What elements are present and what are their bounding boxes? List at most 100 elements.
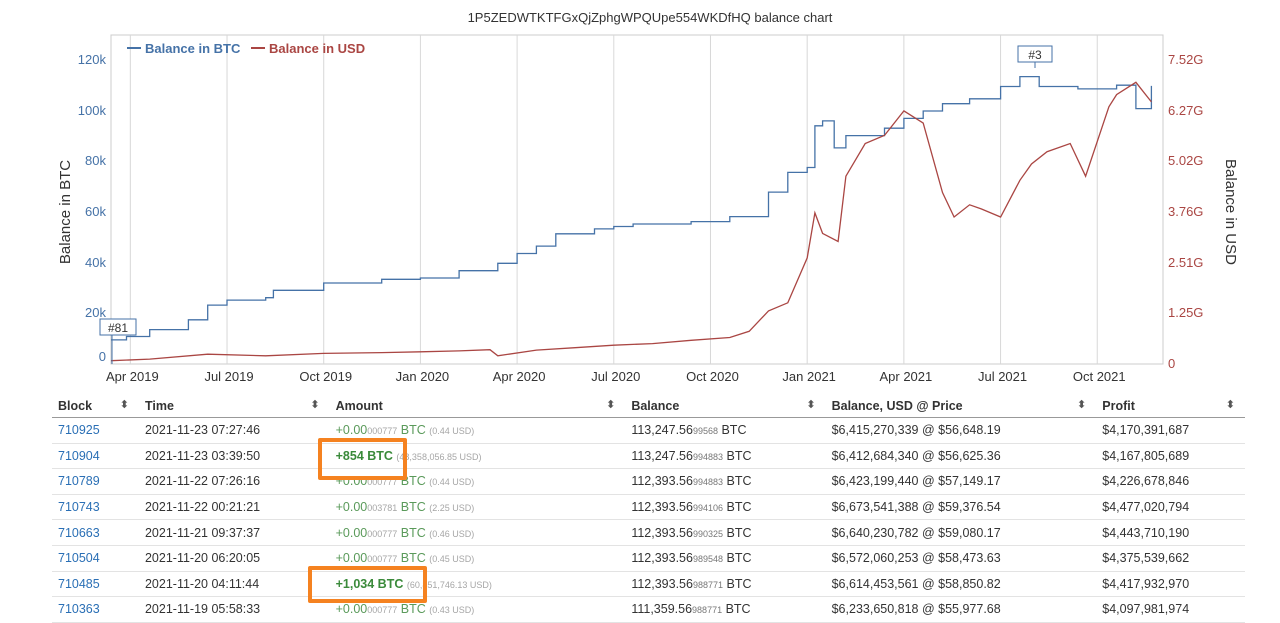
chart-grid [110, 34, 1164, 365]
amount-small-digits: 000777 [367, 528, 398, 539]
plot-area-frame [110, 34, 1164, 365]
profit-cell: $4,417,932,970 [1096, 571, 1245, 598]
time-value: 2021-11-20 04:11:44 [144, 576, 260, 591]
balance-usd-price: $6,572,060,253 @ $58,473.63 [831, 551, 1001, 566]
x-tick-label: Apr 2020 [493, 369, 546, 384]
x-tick-label: Oct 2020 [686, 369, 739, 384]
highlight-box-854 [318, 438, 407, 480]
block-cell: 710504 [52, 545, 139, 572]
balance-usd-price: $6,614,453,561 @ $58,850.82 [831, 576, 1001, 591]
sort-icon[interactable]: ⬍ [606, 399, 616, 411]
y2-tick-label: 3.76G [1168, 204, 1203, 219]
x-tick-label: Jul 2020 [591, 369, 640, 384]
block-cell: 710485 [52, 571, 139, 598]
amount-small-digits: 000777 [367, 554, 398, 565]
sort-icon[interactable]: ⬍ [1077, 399, 1087, 411]
chart-flags: #81 #3 [99, 45, 1053, 364]
amount-cell: +854 BTC (48,358,056.85 USD) [329, 443, 626, 470]
column-header-label: Profit [1102, 399, 1135, 413]
amount-cell: +0.00003781 BTC (2.25 USD) [329, 494, 626, 521]
amount-small-digits: 000777 [367, 477, 398, 488]
column-header[interactable]: Balance ⬍ [625, 395, 826, 418]
balance-usd-price: $6,640,230,782 @ $59,080.17 [831, 525, 1001, 540]
sort-icon[interactable]: ⬍ [1225, 399, 1235, 411]
balance-value: 111,359.56 [631, 602, 693, 617]
balance-value: 112,393.56 [631, 474, 693, 489]
table-row: 710743 2021-11-22 00:21:21 +0.00003781 BTC… [52, 494, 1245, 521]
block-cell: 710789 [52, 468, 139, 495]
block-cell: 710925 [52, 417, 139, 444]
balance-value: 112,393.56 [631, 576, 693, 591]
column-header[interactable]: Profit ⬍ [1096, 395, 1245, 418]
time-value: 2021-11-23 03:39:50 [144, 448, 261, 463]
block-cell: 710904 [52, 443, 139, 470]
x-tick-label: Jan 2020 [396, 369, 450, 384]
table-row: 710925 2021-11-23 07:27:46 +0.00000777 BTC… [52, 417, 1245, 444]
block-link[interactable]: 710485 [58, 576, 100, 591]
balance-usd-price: $6,673,541,388 @ $59,376.54 [831, 500, 1001, 515]
amount-small-digits: 000777 [367, 605, 398, 616]
amount-unit: BTC [397, 474, 430, 489]
table-row: 710904 2021-11-23 03:39:50 +854 BTC (48,35… [52, 443, 1245, 470]
y-tick-label: 20k [85, 305, 106, 320]
y-axis-label: Balance in BTC [57, 160, 74, 264]
amount-value: +1,034 BTC [335, 576, 404, 591]
y2-tick-label: 2.51G [1168, 255, 1203, 270]
x-tick-label: Oct 2019 [299, 369, 352, 384]
amount-usd: (48,358,056.85 USD) [396, 451, 482, 462]
profit-value: $4,417,932,970 [1102, 576, 1190, 591]
y-tick-label: 80k [85, 153, 106, 168]
amount-usd: (0.43 USD) [429, 605, 475, 616]
time-value: 2021-11-22 00:21:21 [144, 500, 261, 515]
y2-tick-label: 6.27G [1168, 103, 1203, 118]
block-link[interactable]: 710904 [58, 448, 100, 463]
balance-unit: BTC [722, 602, 751, 617]
sort-icon[interactable]: ⬍ [119, 399, 129, 411]
balance-cell: 112,393.56990325 BTC [625, 519, 826, 546]
balance-cell: 112,393.56989548 BTC [625, 545, 826, 572]
profit-cell: $4,167,805,689 [1096, 443, 1245, 470]
amount-small-digits: 000777 [367, 426, 398, 437]
left-axis-ticks: 0 20k 40k 60k 80k 100k 120k [78, 52, 107, 364]
block-link[interactable]: 710925 [58, 423, 100, 438]
amount-value: +0.00 [335, 525, 368, 540]
column-header-label: Balance, USD @ Price [831, 399, 963, 413]
table-header-row: Block ⬍ Time ⬍ Amount ⬍ Balance ⬍ Balance, USD @… [52, 395, 1245, 418]
amount-unit: BTC [397, 500, 430, 515]
block-link[interactable]: 710743 [58, 500, 100, 515]
block-link[interactable]: 710504 [58, 551, 100, 566]
profit-cell: $4,097,981,974 [1096, 596, 1245, 623]
amount-value: +0.00 [335, 423, 368, 438]
chart-legend[interactable]: Balance in BTC Balance in USD [127, 41, 365, 56]
amount-usd: (0.44 USD) [429, 426, 475, 437]
sort-icon[interactable]: ⬍ [806, 399, 816, 411]
column-header[interactable]: Time ⬍ [138, 395, 330, 418]
table-row: 710663 2021-11-21 09:37:37 +0.00000777 BTC… [52, 519, 1245, 546]
transactions-table: Block ⬍ Time ⬍ Amount ⬍ Balance ⬍ Balance, USD @… [52, 395, 1245, 623]
block-link[interactable]: 710789 [58, 474, 100, 489]
y-tick-label: 60k [85, 204, 106, 219]
block-link[interactable]: 710663 [58, 525, 100, 540]
column-header[interactable]: Block ⬍ [52, 395, 139, 418]
balance-cell: 112,393.56988771 BTC [625, 571, 826, 598]
amount-value: +854 BTC [335, 448, 393, 463]
x-axis-ticks: Apr 2019 Jul 2019 Oct 2019 Jan 2020 Apr 2020… [106, 369, 1126, 384]
x-tick-label: Jul 2021 [978, 369, 1027, 384]
amount-unit: BTC [397, 525, 430, 540]
column-header[interactable]: Balance, USD @ Price ⬍ [825, 395, 1097, 418]
block-cell: 710363 [52, 596, 139, 623]
balance-value: 112,393.56 [631, 551, 693, 566]
amount-usd: (0.46 USD) [429, 528, 475, 539]
x-tick-label: Jul 2019 [204, 369, 253, 384]
column-header[interactable]: Amount ⬍ [329, 395, 626, 418]
amount-value: +0.00 [335, 500, 368, 515]
balance-cell: 113,247.5699568 BTC [625, 417, 826, 444]
sort-icon[interactable]: ⬍ [310, 399, 320, 411]
table-row: 710504 2021-11-20 06:20:05 +0.00000777 BTC… [52, 545, 1245, 572]
profit-cell: $4,375,539,662 [1096, 545, 1245, 572]
table-row: 710789 2021-11-22 07:26:16 +0.00000777 BTC… [52, 468, 1245, 495]
block-link[interactable]: 710363 [58, 602, 100, 617]
amount-usd: (60,851,746.13 USD) [406, 579, 492, 590]
balance-unit: BTC [723, 500, 752, 515]
amount-cell: +0.00000777 BTC (0.46 USD) [329, 519, 626, 546]
